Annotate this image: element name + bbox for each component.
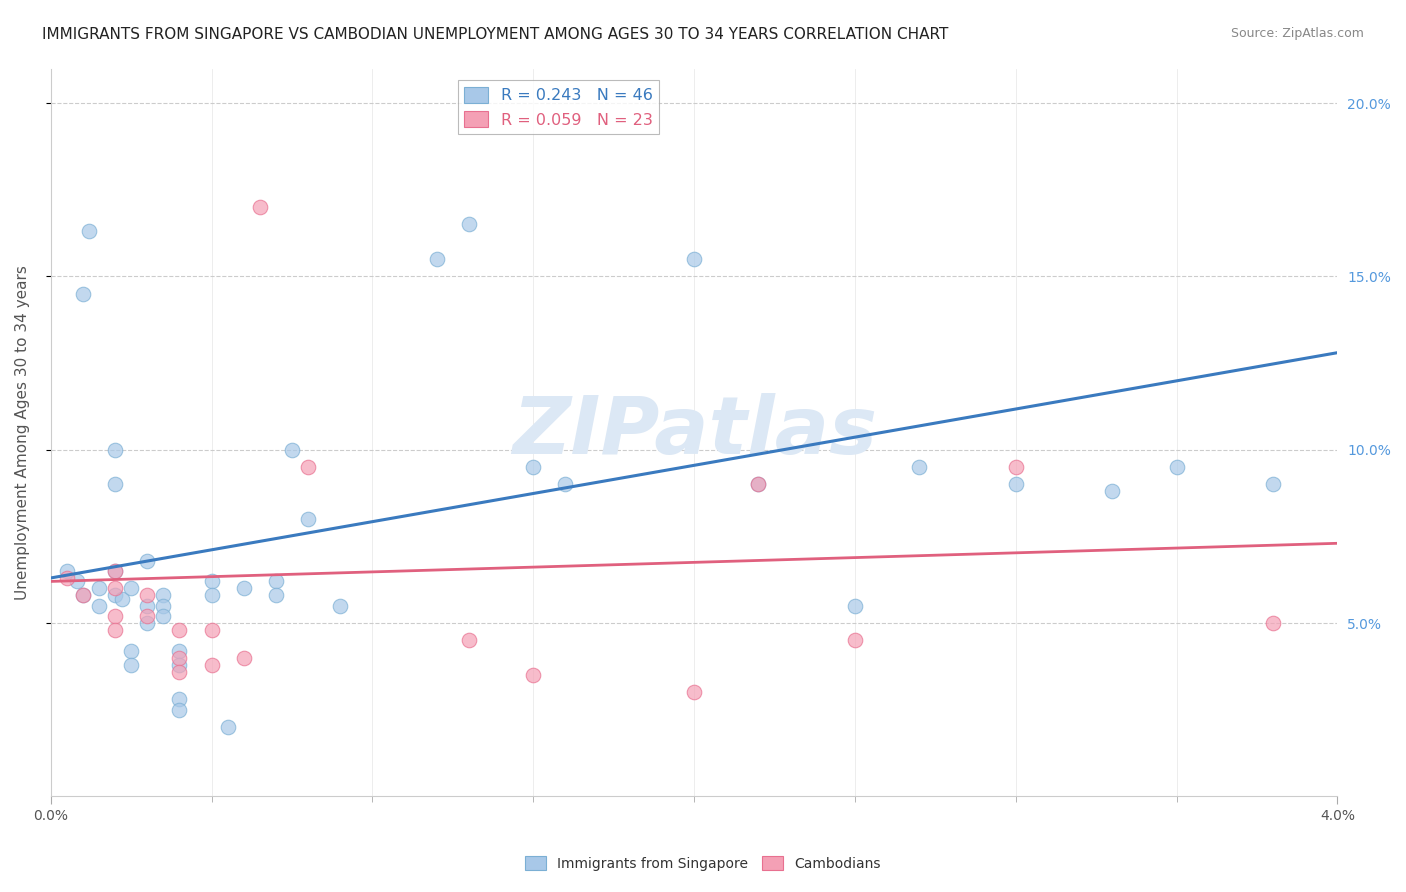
Point: [201, 657, 224, 672]
Point: [908, 460, 931, 475]
Point: [1261, 477, 1284, 491]
Point: [87, 582, 110, 596]
Point: [104, 477, 127, 491]
Point: [201, 588, 224, 602]
Point: [136, 599, 159, 613]
Point: [458, 633, 481, 648]
Point: [169, 657, 191, 672]
Point: [72, 286, 94, 301]
Point: [426, 252, 449, 266]
Point: [65, 574, 87, 589]
Legend: Immigrants from Singapore, Cambodians: Immigrants from Singapore, Cambodians: [520, 850, 886, 876]
Point: [169, 650, 191, 665]
Point: [136, 615, 159, 630]
Point: [554, 477, 576, 491]
Text: IMMIGRANTS FROM SINGAPORE VS CAMBODIAN UNEMPLOYMENT AMONG AGES 30 TO 34 YEARS CO: IMMIGRANTS FROM SINGAPORE VS CAMBODIAN U…: [42, 27, 949, 42]
Point: [747, 477, 769, 491]
Point: [844, 633, 866, 648]
Point: [844, 599, 866, 613]
Point: [264, 588, 287, 602]
Point: [152, 609, 174, 624]
Point: [1101, 484, 1123, 499]
Point: [1004, 460, 1026, 475]
Point: [1261, 615, 1284, 630]
Point: [104, 582, 127, 596]
Text: ZIPatlas: ZIPatlas: [512, 393, 876, 471]
Point: [104, 564, 127, 578]
Point: [56, 564, 79, 578]
Point: [79, 224, 101, 238]
Point: [264, 574, 287, 589]
Point: [201, 623, 224, 637]
Point: [522, 668, 544, 682]
Point: [217, 720, 239, 734]
Point: [136, 609, 159, 624]
Point: [120, 644, 142, 658]
Point: [683, 252, 706, 266]
Point: [249, 200, 271, 214]
Point: [232, 650, 254, 665]
Point: [1004, 477, 1026, 491]
Point: [104, 564, 127, 578]
Point: [72, 588, 94, 602]
Point: [1166, 460, 1188, 475]
Point: [281, 442, 304, 457]
Point: [747, 477, 769, 491]
Point: [120, 657, 142, 672]
Point: [169, 644, 191, 658]
Point: [87, 599, 110, 613]
Point: [56, 571, 79, 585]
Point: [297, 512, 319, 526]
Point: [522, 460, 544, 475]
Point: [169, 665, 191, 679]
Point: [201, 574, 224, 589]
Point: [152, 588, 174, 602]
Point: [136, 554, 159, 568]
Point: [120, 582, 142, 596]
Point: [104, 588, 127, 602]
Point: [72, 588, 94, 602]
Point: [110, 591, 132, 606]
Point: [104, 609, 127, 624]
Text: Source: ZipAtlas.com: Source: ZipAtlas.com: [1230, 27, 1364, 40]
Point: [169, 623, 191, 637]
Point: [136, 588, 159, 602]
Point: [683, 685, 706, 699]
Point: [104, 442, 127, 457]
Point: [169, 692, 191, 706]
Legend: R = 0.243   N = 46, R = 0.059   N = 23: R = 0.243 N = 46, R = 0.059 N = 23: [458, 80, 659, 134]
Point: [297, 460, 319, 475]
Point: [232, 582, 254, 596]
Point: [152, 599, 174, 613]
Point: [104, 623, 127, 637]
Point: [169, 703, 191, 717]
Point: [458, 218, 481, 232]
Point: [329, 599, 352, 613]
Y-axis label: Unemployment Among Ages 30 to 34 years: Unemployment Among Ages 30 to 34 years: [15, 265, 30, 599]
